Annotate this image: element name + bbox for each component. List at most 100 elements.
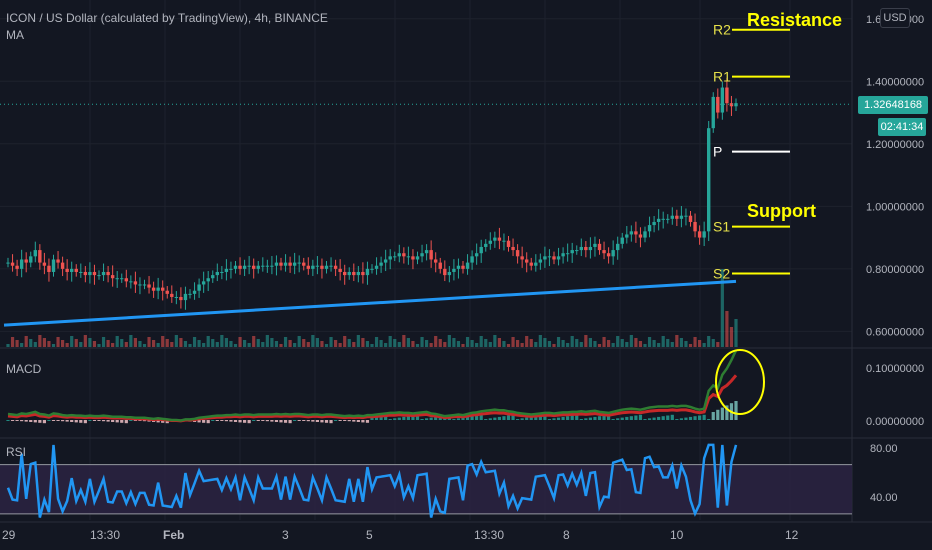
macd-histogram-bar — [556, 417, 561, 420]
volume-bar — [202, 343, 206, 347]
pivot-label: R2 — [713, 22, 731, 38]
macd-panel: 0.10000000 0.00000000 — [6, 349, 924, 428]
macd-histogram-bar — [65, 420, 69, 422]
macd-histogram-bar — [698, 415, 702, 420]
candle-body — [361, 271, 365, 276]
currency-button[interactable]: USD — [880, 8, 910, 28]
candle-body — [88, 271, 92, 276]
candle-body — [265, 265, 270, 267]
volume-bar — [552, 344, 556, 347]
candle-body — [429, 250, 433, 260]
macd-label[interactable]: MACD — [6, 362, 42, 376]
volume-bar — [616, 336, 620, 347]
candle-body — [697, 231, 702, 238]
candle-body — [611, 250, 615, 257]
macd-histogram-bar — [334, 420, 338, 421]
volume-bar — [370, 344, 374, 347]
candle-body — [420, 253, 424, 257]
macd-histogram-bar — [274, 420, 279, 422]
macd-histogram-bar — [638, 414, 643, 420]
macd-histogram-bar — [329, 420, 333, 424]
volume-bar — [347, 339, 351, 347]
macd-histogram-bar — [475, 415, 479, 420]
volume-bar — [597, 344, 602, 347]
volume-bar — [74, 339, 78, 347]
macd-histogram-bar — [584, 418, 588, 420]
candle-body — [161, 287, 165, 291]
macd-histogram-bar — [38, 420, 42, 423]
macd-histogram-bar — [538, 415, 542, 420]
macd-histogram-bar — [602, 415, 606, 420]
candle-body — [707, 128, 711, 232]
macd-histogram-bar — [702, 414, 706, 420]
candle-body — [647, 225, 652, 232]
macd-histogram-bar — [384, 414, 388, 420]
macd-histogram-bar — [247, 420, 251, 424]
candle-body — [188, 293, 192, 295]
volume-bar — [584, 335, 588, 347]
volume-bar — [384, 343, 388, 347]
candle-body — [456, 265, 461, 269]
volume-bar — [261, 342, 265, 347]
macd-histogram-bar — [684, 417, 688, 420]
candle-body — [511, 246, 515, 251]
candle-body — [65, 268, 69, 272]
macd-histogram-bar — [484, 419, 488, 420]
candle-body — [525, 259, 529, 263]
macd-histogram-bar — [97, 420, 101, 421]
candle-body — [534, 262, 538, 266]
macd-histogram-bar — [579, 419, 583, 420]
macd-histogram-bar — [256, 420, 260, 421]
price-tick-label: 0.60000000 — [866, 326, 924, 338]
volume-bar — [315, 338, 319, 347]
macd-histogram-bar — [679, 418, 683, 420]
candle-body — [652, 221, 656, 226]
candle-body — [452, 268, 456, 272]
macd-histogram-bar — [215, 420, 219, 421]
macd-histogram-bar — [51, 420, 56, 421]
rsi-label[interactable]: RSI — [6, 445, 27, 459]
macd-histogram-bar — [607, 414, 611, 420]
macd-histogram-bar — [365, 420, 370, 423]
countdown-tag: 02:41:34 — [878, 118, 926, 136]
candle-body — [229, 268, 233, 270]
macd-histogram-bar — [138, 420, 142, 421]
candle-body — [543, 256, 547, 260]
volume-bar — [133, 338, 137, 347]
volume-bar — [361, 338, 365, 347]
macd-histogram-bar — [352, 420, 356, 422]
macd-histogram-bar — [161, 420, 165, 423]
candle-body — [165, 290, 169, 294]
volume-bar — [666, 339, 670, 347]
macd-histogram-bar — [24, 420, 28, 422]
volume-bar — [520, 343, 524, 347]
macd-histogram-bar — [411, 415, 415, 420]
volume-bar — [334, 340, 338, 347]
macd-histogram-bar — [643, 419, 647, 420]
indicator-label[interactable]: MA — [6, 28, 24, 42]
macd-histogram-bar — [647, 418, 652, 420]
candle-body — [383, 259, 388, 263]
volume-bars — [6, 269, 738, 347]
macd-histogram-bar — [465, 416, 470, 420]
volume-bar — [488, 342, 492, 347]
candle-body — [484, 243, 488, 247]
volume-bar — [711, 339, 715, 347]
macd-histogram-bar — [288, 420, 292, 424]
macd-histogram-bar — [415, 414, 420, 420]
volume-bar — [97, 344, 101, 347]
volume-bar — [61, 340, 65, 347]
candle-body — [643, 231, 647, 238]
macd-histogram-bar — [197, 420, 201, 423]
candle-body — [256, 265, 260, 269]
pivot-label: P — [713, 144, 722, 160]
candle-body — [424, 250, 429, 254]
macd-highlight-circle — [715, 349, 765, 415]
macd-histogram-bar — [593, 416, 597, 420]
candle-body — [170, 293, 174, 297]
macd-histogram-bar — [434, 416, 438, 420]
candle-body — [329, 265, 333, 267]
macd-histogram-bar — [206, 420, 210, 424]
volume-bar — [256, 339, 260, 347]
macd-histogram-bar — [270, 420, 274, 422]
